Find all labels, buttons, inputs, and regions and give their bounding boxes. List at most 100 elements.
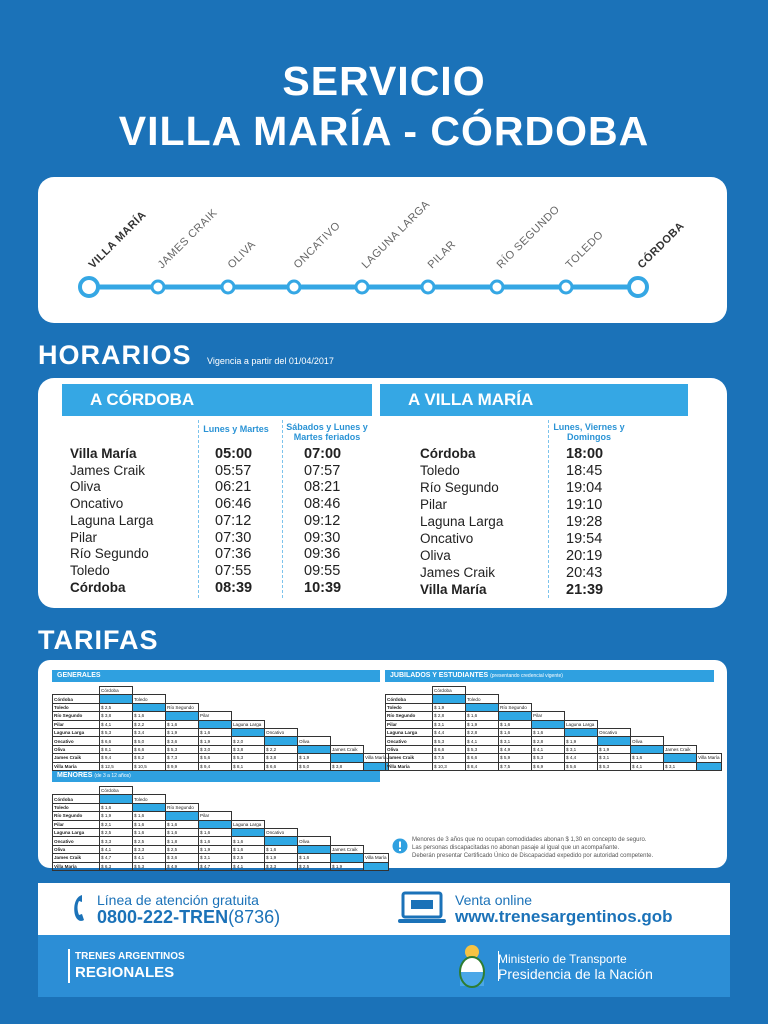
fare: $ 1,8	[165, 836, 199, 846]
table-row: Córdoba Toledo	[52, 694, 389, 704]
table-row: Villa María $ 10,3 $ 8,4 $ 7,5 $ 6,9 $ 5,6 $ 5…	[385, 761, 722, 771]
fare: $ 3,3	[264, 861, 298, 871]
column-station: Laguna Larga	[231, 819, 265, 829]
station-label: CÓRDOBA	[635, 219, 687, 271]
fare: $ 6,9	[531, 761, 565, 771]
diagonal-cell	[432, 694, 466, 704]
table-row: Río Segundo $ 1,9 $ 1,6 Pilar	[52, 811, 389, 821]
column-station: Oliva	[297, 836, 331, 846]
station-dot	[420, 279, 436, 295]
departure-time: 08:46	[304, 496, 341, 513]
departure-time: 07:12	[215, 512, 252, 529]
fare: $ 1,9	[198, 736, 232, 746]
station-dot	[489, 279, 505, 295]
url[interactable]: www.trenesargentinos.gob	[455, 907, 673, 926]
row-station: Laguna Larga	[52, 727, 100, 738]
table-header: GENERALES	[52, 670, 380, 682]
note: Las personas discapacitadas no abonan pa…	[412, 845, 620, 851]
note: Menores de 3 años que no ocupan comodida…	[412, 837, 647, 843]
note: Deberán presentar Certificado Único de D…	[412, 853, 654, 859]
fare: $ 5,3	[231, 753, 265, 763]
phone-digits: (8736)	[228, 907, 281, 927]
fare: $ 3,1	[432, 719, 466, 729]
station-name: Córdoba	[420, 446, 476, 461]
fare: $ 5,3	[165, 744, 199, 755]
diagonal-cell	[330, 853, 364, 863]
table-row: Oncativo $ 5,3 $ 4,1 $ 3,1 $ 2,8 $ 1,9 Oliva	[385, 736, 722, 746]
column-header: Lunes, Viernes y Domingos	[553, 422, 625, 442]
fare: $ 4,7	[99, 853, 133, 863]
divider	[198, 420, 199, 598]
fare: $ 2,5	[132, 836, 166, 846]
fare: $ 7,3	[165, 753, 199, 763]
fare: $ 3,4	[132, 727, 166, 738]
fare: $ 6,6	[132, 744, 166, 755]
fare: $ 3,1	[498, 736, 532, 746]
departure-time: 06:46	[215, 496, 252, 513]
station-label: LAGUNA LARGA	[360, 198, 433, 271]
fare: $ 5,3	[531, 753, 565, 763]
row-station: Pilar	[52, 719, 100, 729]
station-name: Río Segundo	[70, 546, 149, 562]
column-station: Toledo	[132, 794, 166, 804]
tarifas-title: TARIFAS	[38, 625, 159, 655]
row-station: Pilar	[385, 719, 433, 729]
route-map: VILLA MARÍA JAMES CRAIK OLIVA ONCATIVO LAGUN…	[78, 198, 687, 298]
table-row: Córdoba Toledo	[52, 794, 389, 804]
fare: $ 6,3	[99, 861, 133, 871]
fare: $ 1,6	[297, 853, 331, 863]
row-station: Toledo	[385, 702, 433, 713]
column-station: Pilar	[198, 811, 232, 821]
fare: $ 2,0	[231, 736, 265, 746]
departure-time: 05:57	[215, 462, 252, 479]
brand-line-1: TRENES ARGENTINOS	[75, 951, 185, 962]
departure-time: 05:00	[215, 446, 253, 462]
departure-time: 07:55	[215, 562, 252, 579]
fare: $ 1,9	[264, 853, 298, 863]
fare: $ 9,9	[165, 761, 199, 771]
station-label: JAMES CRAIK	[156, 207, 220, 271]
column-station: Córdoba	[432, 685, 466, 696]
fare: $ 5,3	[432, 736, 466, 746]
diagonal-cell	[231, 727, 265, 738]
fare: $ 2,2	[132, 719, 166, 729]
fare: $ 5,9	[498, 753, 532, 763]
station-name: Oncativo	[70, 496, 124, 512]
fare: $ 6,6	[99, 736, 133, 746]
fare: $ 1,9	[99, 811, 133, 821]
departure-time: 20:43	[566, 565, 603, 581]
fare: $ 3,1	[597, 753, 631, 763]
section-header: A CÓRDOBA	[62, 384, 372, 416]
fare: $ 1,6	[132, 819, 166, 829]
column-station: Córdoba	[99, 785, 133, 796]
ministry: Ministerio de Transporte	[498, 952, 627, 966]
diagonal-cell	[531, 719, 565, 729]
table-row: Córdoba	[386, 685, 722, 696]
station-name: Pilar	[70, 529, 98, 545]
column-station: Laguna Larga	[231, 719, 265, 729]
station-dot	[78, 276, 100, 298]
table-row: Toledo $ 1,9 Río Segundo	[385, 702, 722, 713]
fare: $ 3,1	[198, 853, 232, 863]
fare: $ 2,5	[297, 861, 331, 871]
station-label: VILLA MARÍA	[86, 208, 149, 271]
phone-icon	[74, 895, 84, 921]
diagonal-cell	[231, 827, 265, 838]
row-station: James Craik	[52, 753, 100, 763]
fare: $ 2,8	[531, 736, 565, 746]
station-name: Laguna Larga	[420, 514, 504, 529]
fare: $ 1,6	[531, 727, 565, 738]
departure-time: 09:30	[304, 529, 341, 546]
fare: $ 4,4	[564, 753, 598, 763]
fare: $ 2,8	[432, 711, 466, 721]
section-header: A VILLA MARÍA	[380, 384, 688, 416]
diagonal-cell	[99, 794, 133, 804]
column-station: Pilar	[531, 711, 565, 721]
row-station: Pilar	[52, 819, 100, 829]
divider	[548, 420, 549, 598]
fare: $ 8,4	[465, 761, 499, 771]
station-dot	[220, 279, 236, 295]
column-station: Pilar	[198, 711, 232, 721]
diagonal-cell	[132, 702, 166, 713]
